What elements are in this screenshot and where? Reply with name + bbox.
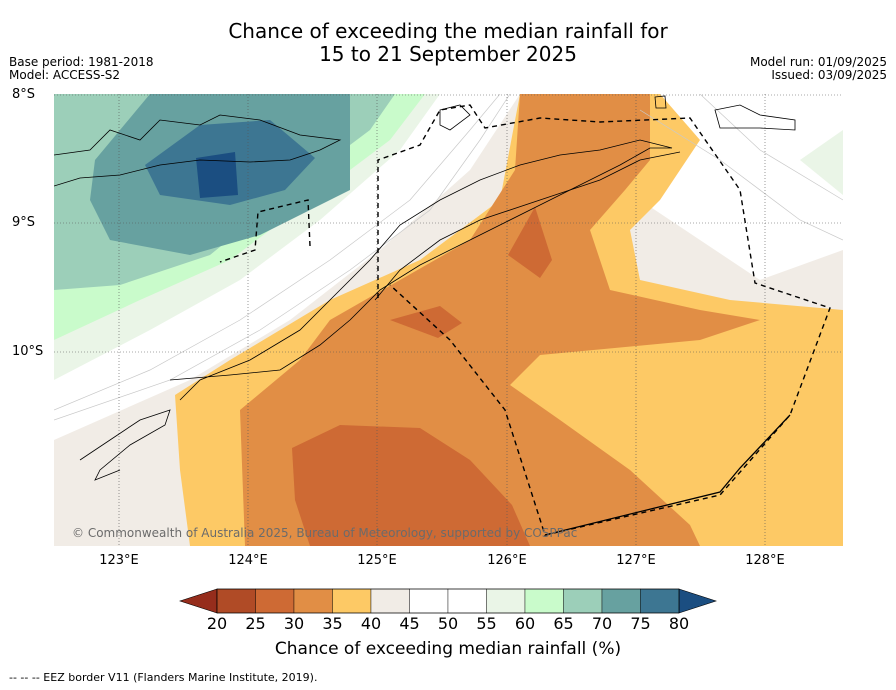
- meta-right: Model run: 01/09/2025 Issued: 03/09/2025: [750, 56, 887, 82]
- model-name: Model: ACCESS-S2: [9, 68, 121, 82]
- model-run: Model run: 01/09/2025: [749, 55, 887, 69]
- colorbar-tick-label: 20: [206, 614, 228, 633]
- colorbar-extend-high: [678, 588, 717, 614]
- colorbar-tick-label: 60: [514, 614, 536, 633]
- rainfall-field: [54, 94, 843, 546]
- colorbar-cell: [293, 588, 333, 614]
- colorbar-tick-label: 80: [668, 614, 690, 633]
- lat-label-10s: 10°S: [12, 344, 44, 359]
- base-period: Base period: 1981-2018: [9, 55, 154, 69]
- colorbar: [179, 588, 717, 614]
- lon-label-123e: 123°E: [99, 553, 139, 568]
- issued-date: Issued: 03/09/2025: [771, 68, 887, 82]
- colorbar-tick-label: 25: [245, 614, 266, 633]
- lon-label-124e: 124°E: [228, 553, 268, 568]
- colorbar-tick-label: 70: [591, 614, 613, 633]
- copyright-notice: © Commonwealth of Australia 2025, Bureau…: [72, 526, 578, 540]
- colorbar-cell: [601, 588, 641, 614]
- colorbar-cell: [447, 588, 487, 614]
- map-title-line2: 15 to 21 September 2025: [319, 42, 577, 66]
- colorbar-tick-label: 65: [553, 614, 574, 633]
- colorbar-cell: [332, 588, 372, 614]
- graticule: [54, 94, 843, 546]
- colorbar-cells: [216, 588, 680, 614]
- colorbar-cell: [640, 588, 680, 614]
- lon-label-126e: 126°E: [487, 553, 527, 568]
- lat-label-9s: 9°S: [12, 215, 36, 230]
- colorbar-tick-label: 75: [630, 614, 651, 633]
- colorbar-cell: [255, 588, 295, 614]
- colorbar-tick-label: 50: [437, 614, 459, 633]
- coastlines: [54, 95, 796, 481]
- colorbar-cell: [216, 588, 256, 614]
- meta-left: Base period: 1981-2018 Model: ACCESS-S2: [9, 56, 154, 82]
- colorbar-tick-label: 30: [283, 614, 305, 633]
- lat-label-8s: 8°S: [12, 87, 36, 102]
- colorbar-cell: [370, 588, 410, 614]
- colorbar-frame: [216, 588, 680, 614]
- colorbar-cell: [563, 588, 603, 614]
- band-25-30-mid: [390, 306, 462, 338]
- colorbar-cell: [524, 588, 564, 614]
- lon-label-127e: 127°E: [616, 553, 656, 568]
- band-25-30-north: [508, 207, 552, 278]
- colorbar-tick-label: 40: [360, 614, 382, 633]
- colorbar-cell: [486, 588, 526, 614]
- colorbar-extend-low: [179, 588, 218, 614]
- colorbar-tick-label: 35: [322, 614, 343, 633]
- band-25-30-south: [292, 425, 530, 546]
- colorbar-tick-label: 45: [399, 614, 420, 633]
- colorbar-cell: [409, 588, 449, 614]
- band-80-plus: [196, 152, 238, 198]
- boundary-line: [544, 414, 791, 536]
- lon-label-125e: 125°E: [357, 553, 397, 568]
- lon-label-128e: 128°E: [745, 553, 785, 568]
- colorbar-tick-label: 55: [476, 614, 497, 633]
- colorbar-label: Chance of exceeding median rainfall (%): [274, 639, 622, 659]
- map-title-line1: Chance of exceeding the median rainfall …: [228, 19, 668, 43]
- band-55-60-ne: [800, 130, 843, 195]
- eez-footnote: -- -- -- EEZ border V11 (Flanders Marine…: [9, 671, 318, 684]
